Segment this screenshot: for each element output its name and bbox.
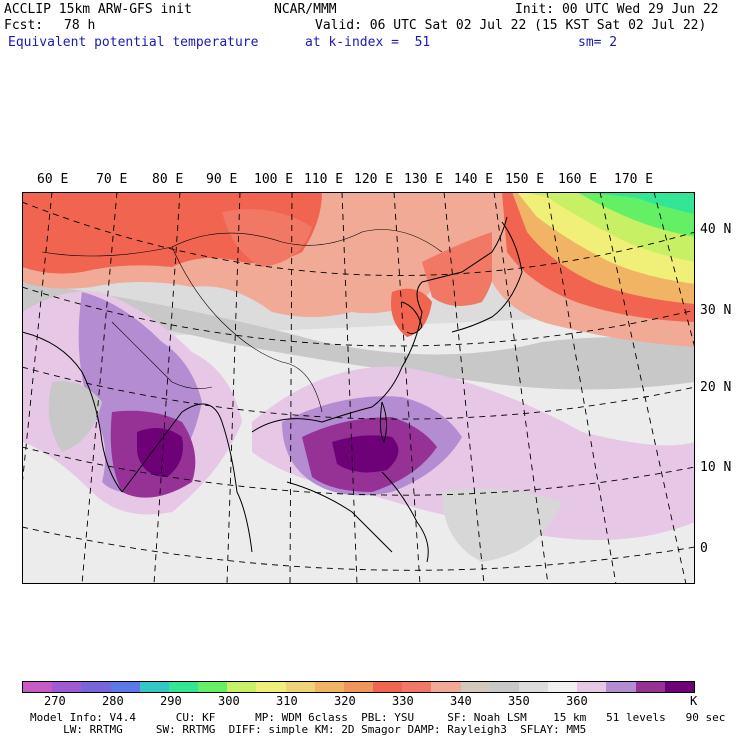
colorbar-swatch [402,682,432,692]
colorbar-swatch [139,682,169,692]
colorbar-tick: 290 [160,694,182,708]
colorbar-unit: K [690,694,698,708]
smooth-label: sm= 2 [578,35,618,50]
lon-label: 150 E [505,172,545,187]
colorbar-swatch [314,682,344,692]
colorbar-swatch [198,682,228,692]
valid-time: Valid: 06 UTC Sat 02 Jul 22 (15 KST Sat … [315,18,707,33]
field-teal-jet [582,192,695,214]
colorbar-swatch [548,682,578,692]
colorbar-swatch [373,682,403,692]
colorbar-swatch [635,682,665,692]
colorbar-tick: 360 [566,694,588,708]
lat-label: 20 N [700,380,732,395]
colorbar-swatch [664,682,694,692]
colorbar-swatch [518,682,549,692]
lon-label: 100 E [254,172,294,187]
model-info-line1: Model Info: V4.4 CU: KF MP: WDM 6class P… [30,711,726,724]
lat-label: 30 N [700,303,732,318]
colorbar-swatch [285,682,315,692]
graticule [22,192,695,584]
lon-label: 120 E [354,172,394,187]
field-name: Equivalent potential temperature [8,35,259,50]
colorbar-swatch [256,682,286,692]
colorbar-tick: 350 [508,694,530,708]
model-title: ACCLIP 15km ARW-GFS init [4,2,192,17]
colorbar-swatch [343,682,374,692]
colorbar-swatch [489,682,519,692]
colorbar-tick: 310 [276,694,298,708]
colorbar-swatch [606,682,636,692]
forecast-label: Fcst: [4,18,44,33]
init-time: Init: 00 UTC Wed 29 Jun 22 [515,2,719,17]
lon-label: 170 E [614,172,654,187]
theta-e-map [22,192,695,584]
colorbar-swatch [431,682,461,692]
colorbar-swatch [52,682,82,692]
lon-label: 140 E [454,172,494,187]
colorbar-swatch [81,682,111,692]
colorbar-tick: 270 [44,694,66,708]
lon-label: 90 E [206,172,238,187]
field-deep-purple-west [137,428,183,477]
field-gray-sw [48,381,102,452]
field-orange-japan [422,232,496,306]
colorbar-tick: 340 [450,694,472,708]
lon-label: 60 E [37,172,69,187]
field-deep-purple-east [332,435,399,473]
colorbar-tick: 320 [334,694,356,708]
model-info-line2: LW: RRTMG SW: RRTMG DIFF: simple KM: 2D … [30,723,587,736]
lat-label: 10 N [700,460,732,475]
level-label: at k-index = 51 [305,35,431,50]
center-label: NCAR/MMM [274,2,337,17]
lon-label: 160 E [558,172,598,187]
country-borders [41,229,443,413]
colorbar-tick: 280 [102,694,124,708]
colorbar-swatch [110,682,140,692]
colorbar-swatch [227,682,257,692]
colorbar-tick: 330 [392,694,414,708]
forecast-hours: 78 h [64,18,96,33]
lon-label: 70 E [96,172,128,187]
colorbar-swatch [168,682,199,692]
colorbar-swatch [460,682,490,692]
colorbar-swatch [23,682,53,692]
lon-label: 80 E [152,172,184,187]
lon-label: 130 E [404,172,444,187]
field-red-patch [222,209,312,267]
lat-label: 40 N [700,222,732,237]
colorbar [22,681,695,693]
lon-label: 110 E [304,172,344,187]
coastlines [22,216,523,563]
colorbar-swatch [577,682,607,692]
lat-label: 0 [700,541,708,556]
field-gray-se [442,488,562,562]
colorbar-tick: 300 [218,694,240,708]
field-gray-band [22,282,695,390]
